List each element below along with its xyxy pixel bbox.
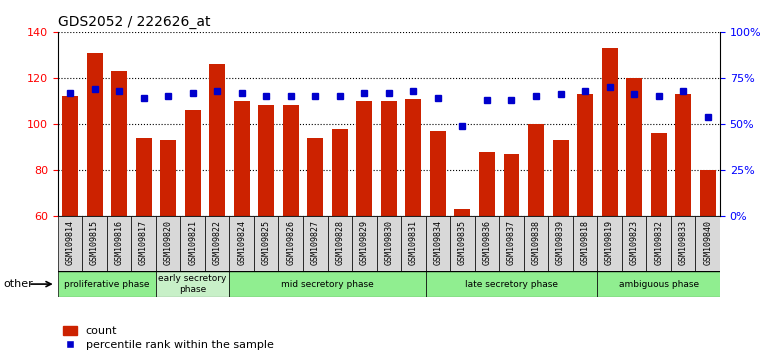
Bar [548,216,573,271]
Bar [646,216,671,271]
Text: GSM109823: GSM109823 [630,220,638,266]
Bar [229,216,254,271]
Bar [327,216,352,271]
Bar [156,216,180,271]
Text: early secretory
phase: early secretory phase [159,274,227,294]
Text: GSM109832: GSM109832 [654,220,663,266]
Text: GSM109828: GSM109828 [335,220,344,266]
Text: GSM109822: GSM109822 [213,220,222,266]
Bar [524,216,548,271]
Bar [136,138,152,216]
Bar [499,216,524,271]
Bar [622,216,646,271]
Bar [283,105,299,216]
Text: GSM109824: GSM109824 [237,220,246,266]
Bar [401,216,426,271]
Bar [450,216,474,271]
Bar [405,99,421,216]
Text: GSM109837: GSM109837 [507,220,516,266]
Bar [474,216,499,271]
Text: GSM109836: GSM109836 [483,220,491,266]
Text: GSM109827: GSM109827 [311,220,320,266]
Bar [107,216,132,271]
Bar [58,216,82,271]
Text: GSM109830: GSM109830 [384,220,393,266]
Bar [86,53,102,216]
Bar [626,78,642,216]
Text: GSM109829: GSM109829 [360,220,369,266]
Bar [82,216,107,271]
Bar [700,170,715,216]
Bar [479,152,495,216]
Text: GSM109840: GSM109840 [703,220,712,266]
Bar [307,138,323,216]
Bar [504,154,520,216]
Bar [553,140,568,216]
Bar [58,271,156,297]
Text: GSM109826: GSM109826 [286,220,295,266]
Bar [430,131,446,216]
Bar [62,96,78,216]
Text: proliferative phase: proliferative phase [64,280,149,289]
Bar [598,271,720,297]
Bar [234,101,249,216]
Text: ambiguous phase: ambiguous phase [618,280,698,289]
Bar [205,216,229,271]
Text: GSM109820: GSM109820 [163,220,172,266]
Text: GSM109814: GSM109814 [65,220,75,266]
Text: late secretory phase: late secretory phase [465,280,558,289]
Bar [528,124,544,216]
Bar [229,271,426,297]
Bar [577,94,593,216]
Text: GSM109835: GSM109835 [458,220,467,266]
Text: GSM109821: GSM109821 [188,220,197,266]
Text: mid secretory phase: mid secretory phase [281,280,374,289]
Text: GSM109834: GSM109834 [434,220,443,266]
Bar [675,94,691,216]
Bar [209,64,225,216]
Bar [332,129,348,216]
Bar [254,216,279,271]
Bar [671,216,695,271]
Text: GDS2052 / 222626_at: GDS2052 / 222626_at [58,16,210,29]
Bar [111,71,127,216]
Text: GSM109825: GSM109825 [262,220,271,266]
Bar [426,271,598,297]
Bar [381,101,397,216]
Bar [180,216,205,271]
Bar [357,101,373,216]
Bar [258,105,274,216]
Bar [598,216,622,271]
Bar [160,140,176,216]
Text: GSM109838: GSM109838 [531,220,541,266]
Bar [279,216,303,271]
Bar [695,216,720,271]
Bar [303,216,327,271]
Bar [651,133,667,216]
Bar [454,209,470,216]
Text: GSM109817: GSM109817 [139,220,148,266]
Text: GSM109816: GSM109816 [115,220,123,266]
Text: other: other [4,279,34,289]
Bar [573,216,598,271]
Legend: count, percentile rank within the sample: count, percentile rank within the sample [63,326,273,350]
Text: GSM109839: GSM109839 [556,220,565,266]
Bar [352,216,377,271]
Bar [156,271,229,297]
Bar [601,48,618,216]
Text: GSM109833: GSM109833 [678,220,688,266]
Text: GSM109819: GSM109819 [605,220,614,266]
Bar [426,216,450,271]
Bar [377,216,401,271]
Text: GSM109815: GSM109815 [90,220,99,266]
Bar [185,110,201,216]
Bar [132,216,156,271]
Text: GSM109818: GSM109818 [581,220,590,266]
Text: GSM109831: GSM109831 [409,220,418,266]
